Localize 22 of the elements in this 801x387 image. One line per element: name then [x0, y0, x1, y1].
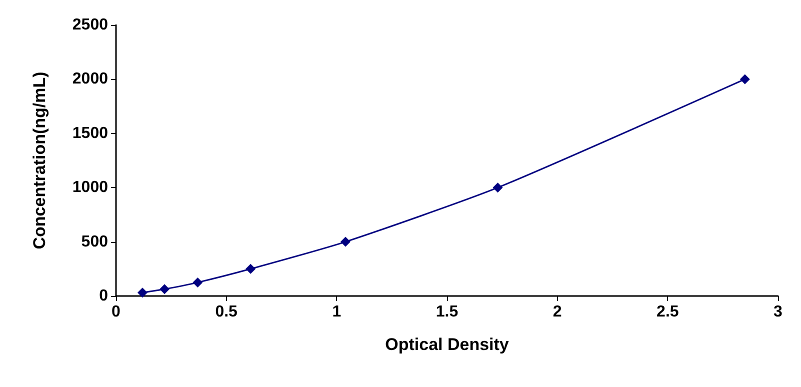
x-axis-title: Optical Density [385, 335, 510, 354]
y-tick-label: 2500 [72, 16, 108, 34]
point [246, 264, 256, 274]
x-tick-label: 3 [774, 304, 783, 320]
y-tick-label: 0 [99, 288, 108, 304]
y-tick-label: 500 [81, 233, 108, 250]
y-tick-label: 1500 [72, 124, 108, 142]
y-tick-label: 2000 [72, 70, 108, 88]
x-tick-label: 1 [332, 304, 342, 320]
x-tick-label: 0 [112, 304, 121, 320]
x-tick-label: 2.5 [656, 304, 679, 320]
x-tick-label: 1.5 [436, 304, 458, 320]
point [137, 288, 148, 298]
y-tick-label: 1000 [72, 179, 108, 196]
x-tick-label: 0.5 [215, 304, 238, 320]
x-tick-label: 2 [552, 304, 562, 320]
y-axis-title: Concentration(ng/mL) [30, 72, 49, 250]
point [740, 74, 750, 84]
point [160, 284, 170, 294]
point [340, 236, 350, 247]
point [492, 182, 503, 193]
point [192, 277, 203, 288]
